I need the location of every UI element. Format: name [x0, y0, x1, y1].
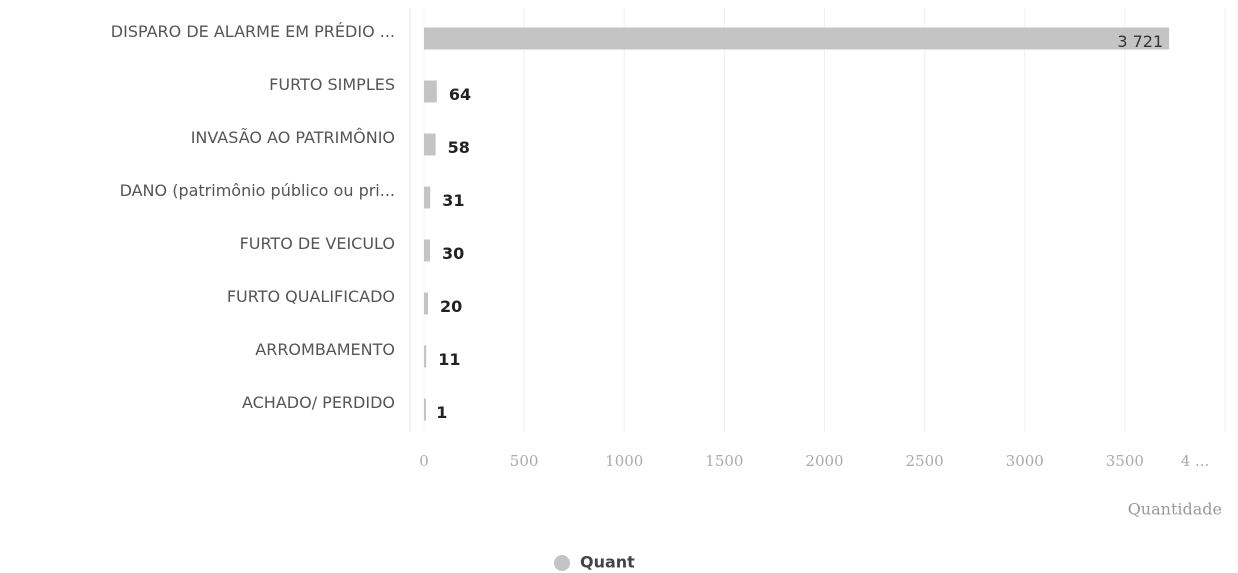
y-tick-label: ARROMBAMENTO: [255, 340, 395, 359]
x-axis-title: Quantidade: [1128, 500, 1222, 519]
value-label: 11: [438, 350, 460, 369]
y-tick-label: INVASÃO AO PATRIMÔNIO: [191, 128, 395, 147]
y-tick-label: FURTO QUALIFICADO: [227, 287, 395, 306]
value-label: 58: [448, 138, 470, 157]
legend-label: Quant: [580, 553, 635, 572]
value-label: 64: [449, 85, 471, 104]
bar: [424, 398, 426, 421]
bar: [424, 133, 436, 156]
bar: [424, 239, 431, 262]
value-label: 20: [440, 297, 462, 316]
legend-marker: [554, 555, 570, 571]
y-tick-label: DANO (patrimônio público ou pri...: [120, 181, 395, 200]
y-tick-label: FURTO SIMPLES: [269, 75, 395, 94]
y-tick-label: DISPARO DE ALARME EM PRÉDIO ...: [111, 22, 395, 41]
value-label: 30: [442, 244, 464, 263]
bar: [424, 27, 1170, 50]
bar: [424, 345, 427, 368]
x-tick-label: 2000: [805, 452, 843, 470]
x-tick-label: 3500: [1106, 452, 1144, 470]
bar: [424, 80, 437, 103]
x-tick-label: 3000: [1006, 452, 1044, 470]
x-tick-label: 1500: [705, 452, 743, 470]
x-tick-label: 0: [419, 452, 429, 470]
value-label: 31: [442, 191, 464, 210]
x-tick-label: 500: [510, 452, 539, 470]
value-label: 1: [436, 403, 447, 422]
x-tick-label: 4 ...: [1181, 452, 1210, 470]
value-label: 3 721: [1117, 32, 1163, 51]
y-tick-label: ACHADO/ PERDIDO: [242, 393, 395, 412]
x-tick-label: 2500: [906, 452, 944, 470]
y-tick-label: FURTO DE VEICULO: [240, 234, 395, 253]
bar: [424, 186, 431, 209]
bar: [424, 292, 429, 315]
x-tick-label: 1000: [605, 452, 643, 470]
